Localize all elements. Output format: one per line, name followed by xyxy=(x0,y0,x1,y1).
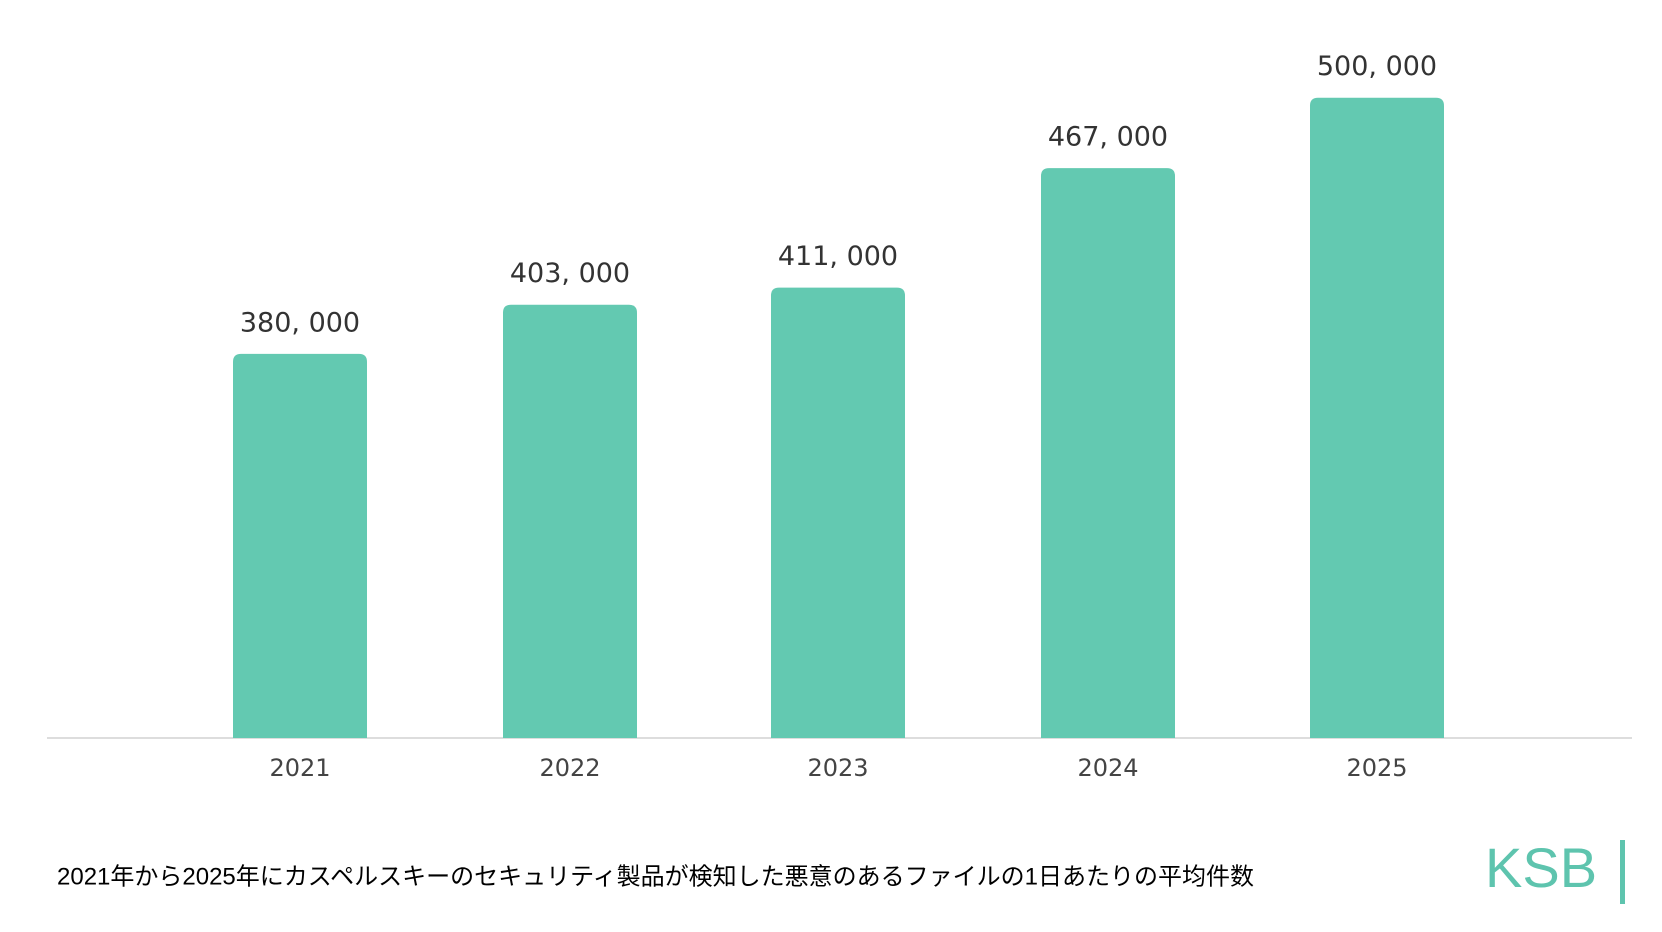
bar xyxy=(233,353,367,738)
caption: 2021年から2025年にカスペルスキーのセキュリティ製品が検知した悪意のあるフ… xyxy=(57,863,1254,890)
x-tick-label: 2021 xyxy=(269,754,330,782)
logo: KSB xyxy=(1485,836,1597,899)
logo-bar xyxy=(1620,840,1625,904)
value-label: 500, 000 xyxy=(1317,51,1437,82)
value-label: 411, 000 xyxy=(778,241,898,272)
x-tick-label: 2023 xyxy=(807,754,868,782)
bar xyxy=(771,287,905,738)
value-label: 403, 000 xyxy=(510,258,630,289)
bar xyxy=(503,304,637,738)
value-label: 380, 000 xyxy=(240,307,360,338)
bar xyxy=(1310,97,1444,738)
x-tick-label: 2022 xyxy=(539,754,600,782)
x-tick-label: 2025 xyxy=(1346,754,1407,782)
value-label: 467, 000 xyxy=(1048,122,1168,153)
bar xyxy=(1041,168,1175,738)
x-tick-label: 2024 xyxy=(1077,754,1138,782)
